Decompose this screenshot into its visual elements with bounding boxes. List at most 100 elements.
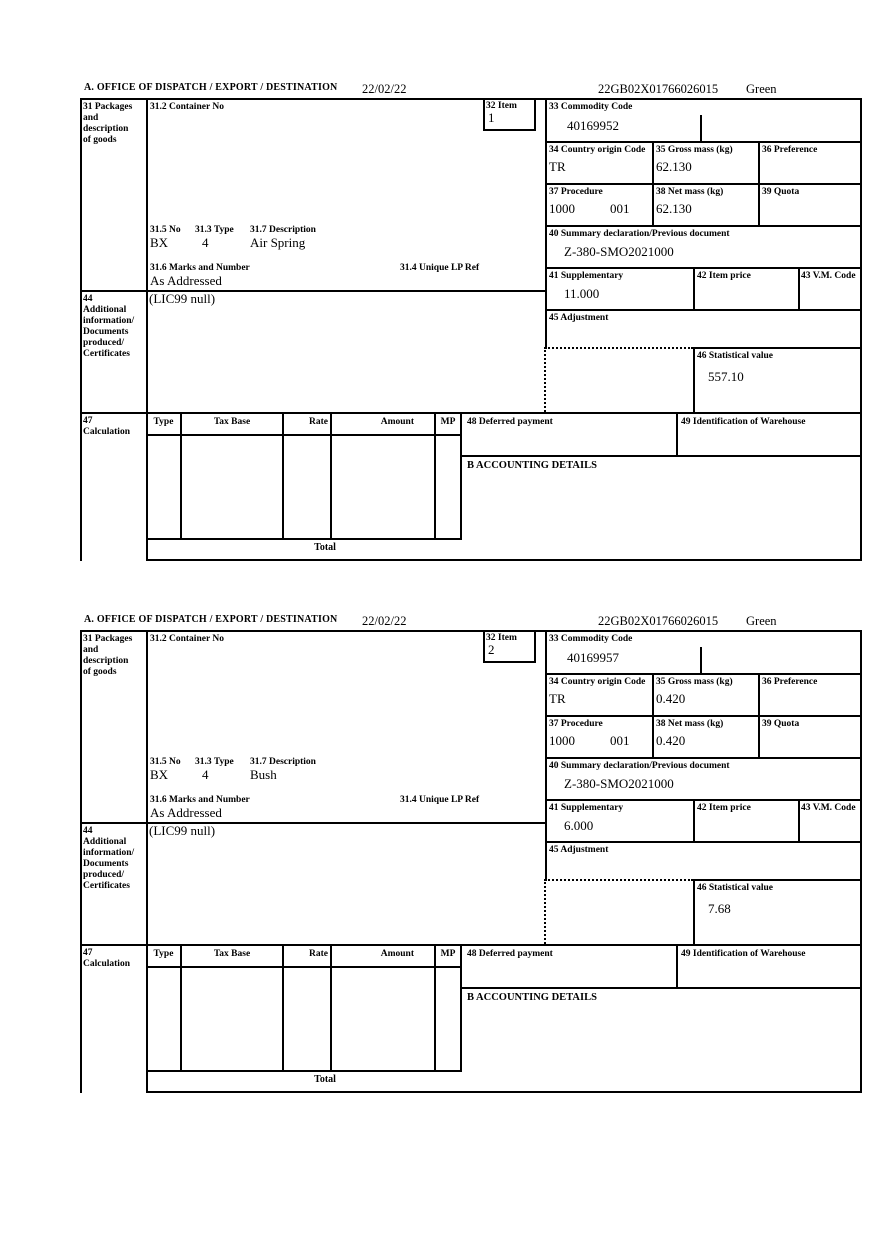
row-divider <box>545 141 862 143</box>
tax-column-divider <box>180 944 182 1072</box>
tax-column-divider <box>180 412 182 540</box>
packages-no-value: BX <box>150 235 169 250</box>
row-divider <box>545 673 862 675</box>
quota-label: 39 Quota <box>762 719 800 729</box>
quota-label: 39 Quota <box>762 187 800 197</box>
row-divider <box>545 183 862 185</box>
statistical-left-border <box>693 347 695 414</box>
description-label: 31.7 Description <box>250 225 316 235</box>
declaration-date: 22/02/22 <box>362 614 407 628</box>
cell-divider <box>693 799 695 843</box>
deferred-warehouse-divider <box>676 944 678 989</box>
tax-table-left-border <box>146 412 148 540</box>
packages-label: 31 Packages and description of goods <box>83 102 133 145</box>
tax-column-divider <box>434 944 436 1072</box>
description-label: 31.7 Description <box>250 757 316 767</box>
tax-base-header: Tax Base <box>213 417 251 427</box>
deferred-payment-label: 48 Deferred payment <box>467 417 553 427</box>
accounting-top-border <box>462 987 862 989</box>
middle-right-divider <box>545 98 547 349</box>
row-divider <box>545 225 862 227</box>
item-price-label: 42 Item price <box>697 803 751 813</box>
tax-rate-header: Rate <box>309 949 328 959</box>
previous-document-value: Z-380-SMO2021000 <box>564 776 674 791</box>
tax-mp-header: MP <box>440 949 456 959</box>
routing-status: Green <box>746 614 777 628</box>
accounting-details-label: B ACCOUNTING DETAILS <box>467 992 597 1003</box>
outer-right-border <box>860 630 862 1093</box>
statistical-value-label: 46 Statistical value <box>697 883 773 893</box>
calculation-label: 47 Calculation <box>83 416 130 437</box>
routing-status: Green <box>746 82 777 96</box>
commodity-code-field-divider <box>700 647 702 673</box>
declaration-reference: 22GB02X01766026015 <box>598 614 719 628</box>
additional-information-label: 44 Additional information/ Documents pro… <box>83 294 135 359</box>
statistical-top-border <box>693 347 862 349</box>
packages-type-value: 4 <box>202 235 209 250</box>
middle-right-divider <box>545 630 547 881</box>
tax-table-bottom-border <box>146 1070 462 1072</box>
warehouse-identification-label: 49 Identification of Warehouse <box>681 949 806 959</box>
supplementary-value: 6.000 <box>564 818 594 833</box>
unique-lp-ref-label: 31.4 Unique LP Ref <box>400 795 480 805</box>
item-price-label: 42 Item price <box>697 271 751 281</box>
supplementary-label: 41 Supplementary <box>549 803 624 813</box>
total-row-left-border <box>146 1070 148 1093</box>
commodity-code-label: 33 Commodity Code <box>549 102 633 112</box>
supplementary-value: 11.000 <box>564 286 600 301</box>
tax-column-divider <box>282 412 284 540</box>
commodity-code-field-divider <box>700 115 702 141</box>
net-mass-label: 38 Net mass (kg) <box>656 187 724 197</box>
total-row-bottom-border <box>146 1091 862 1093</box>
commodity-code-value: 40169952 <box>567 118 619 133</box>
goods-description-value: Bush <box>250 767 277 782</box>
tax-base-header: Tax Base <box>213 949 251 959</box>
outer-top-border <box>80 98 862 100</box>
statistical-top-border <box>693 879 862 881</box>
outer-right-border <box>860 98 862 561</box>
net-mass-label: 38 Net mass (kg) <box>656 719 724 729</box>
accounting-top-border <box>462 455 862 457</box>
tax-column-divider <box>330 944 332 1072</box>
cell-divider <box>693 267 695 311</box>
additional-information-value: (LIC99 null) <box>149 823 216 838</box>
packages-type-label: 31.3 Type <box>195 757 234 767</box>
statistical-value-label: 46 Statistical value <box>697 351 773 361</box>
total-label: Total <box>314 1074 336 1085</box>
country-origin-value: TR <box>549 159 566 174</box>
item-label: 32 Item <box>486 101 517 111</box>
dotted-left-border <box>544 879 546 944</box>
accounting-details-label: B ACCOUNTING DETAILS <box>467 460 597 471</box>
item-number-box <box>483 630 536 663</box>
cell-divider <box>798 267 800 311</box>
net-mass-value: 0.420 <box>656 733 686 748</box>
net-mass-value: 62.130 <box>656 201 692 216</box>
procedure-code-value: 1000 <box>549 201 575 216</box>
declaration-date: 22/02/22 <box>362 82 407 96</box>
box47-top-border <box>80 944 862 946</box>
commodity-code-label: 33 Commodity Code <box>549 634 633 644</box>
tax-column-divider <box>330 412 332 540</box>
procedure-code2-value: 001 <box>610 733 630 748</box>
item-number-value: 2 <box>488 642 495 657</box>
country-origin-value: TR <box>549 691 566 706</box>
declaration-reference: 22GB02X01766026015 <box>598 82 719 96</box>
previous-document-label: 40 Summary declaration/Previous document <box>549 229 730 239</box>
total-row-bottom-border <box>146 559 862 561</box>
preference-label: 36 Preference <box>762 145 818 155</box>
office-of-dispatch-heading: A. OFFICE OF DISPATCH / EXPORT / DESTINA… <box>84 614 338 625</box>
deferred-warehouse-divider <box>676 412 678 457</box>
warehouse-identification-label: 49 Identification of Warehouse <box>681 417 806 427</box>
dotted-left-border <box>544 347 546 412</box>
item-number-value: 1 <box>488 110 495 125</box>
country-origin-label: 34 Country origin Code <box>549 677 646 687</box>
item-number-box <box>483 98 536 131</box>
gross-mass-label: 35 Gross mass (kg) <box>656 677 733 687</box>
deferred-payment-label: 48 Deferred payment <box>467 949 553 959</box>
vm-code-label: 43 V.M. Code <box>801 803 856 813</box>
statistical-value: 7.68 <box>708 901 731 916</box>
unique-lp-ref-label: 31.4 Unique LP Ref <box>400 263 480 273</box>
adjustment-label: 45 Adjustment <box>549 845 609 855</box>
tax-table-left-border <box>146 944 148 1072</box>
additional-information-label: 44 Additional information/ Documents pro… <box>83 826 135 891</box>
